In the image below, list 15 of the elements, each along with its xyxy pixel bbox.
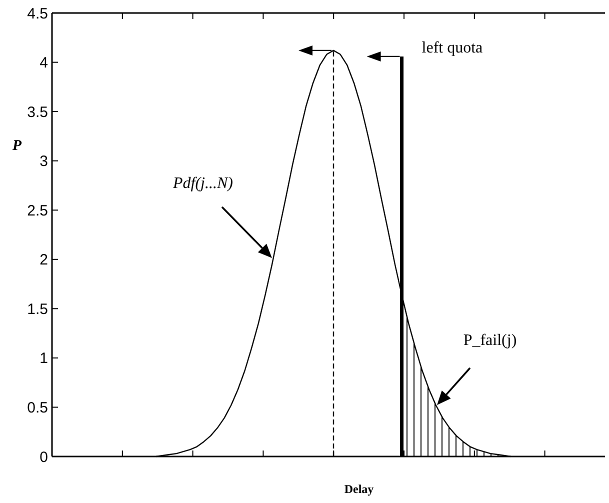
x-axis-title: Delay bbox=[344, 482, 374, 496]
annotation: left quota bbox=[422, 39, 483, 56]
y-tick-label: 4.5 bbox=[27, 5, 48, 22]
y-tick-label: 3 bbox=[40, 153, 48, 170]
y-tick-label: 0.5 bbox=[27, 399, 48, 416]
y-tick-label: 0 bbox=[40, 448, 48, 466]
annotation: P_fail(j) bbox=[463, 332, 517, 349]
y-tick-label: 2.5 bbox=[27, 202, 48, 220]
y-axis-title: P bbox=[12, 138, 22, 154]
y-tick-label: 4 bbox=[40, 54, 48, 72]
y-tick-label: 1.5 bbox=[27, 300, 48, 318]
y-tick-label: 3.5 bbox=[27, 104, 48, 121]
annotation: Pdf(j...N) bbox=[172, 175, 233, 192]
y-tick-label: 2 bbox=[40, 252, 48, 269]
y-tick-label: 1 bbox=[40, 350, 48, 368]
